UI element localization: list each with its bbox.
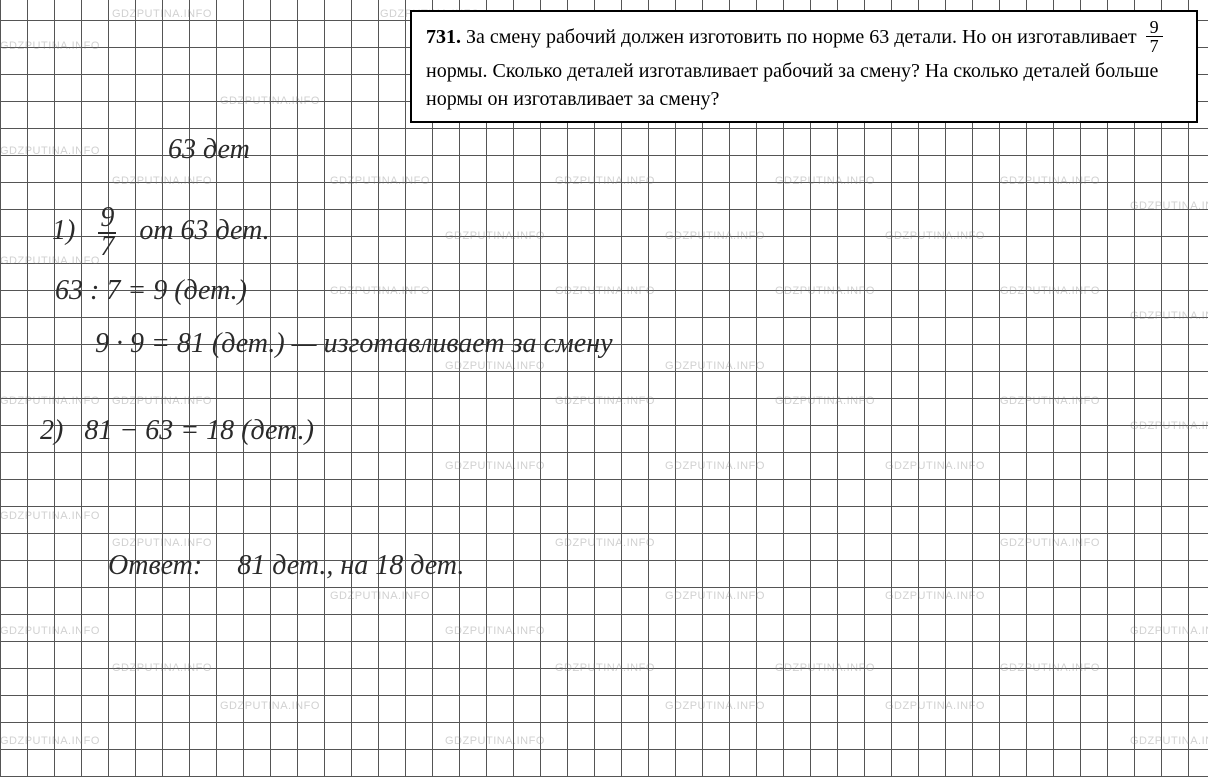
- hw-line4-text: 81 − 63 = 18 (дет.): [84, 415, 314, 446]
- problem-text-before: За смену рабочий должен изготовить по но…: [466, 26, 1137, 48]
- hw-line1: 1) 9 7 от 63 дет.: [52, 205, 270, 260]
- hw-line1-label: 1): [52, 215, 75, 246]
- hw-line2: 63 : 7 = 9 (дет.): [55, 275, 247, 307]
- hw-given: 63 дет: [168, 134, 250, 166]
- hw-line1-text: от 63 дет.: [139, 215, 269, 246]
- hw-answer-text: 81 дет., на 18 дет.: [237, 550, 464, 581]
- hw-answer-label: Ответ:: [108, 550, 202, 581]
- hw-line4-label: 2): [40, 415, 63, 446]
- problem-box: 731. За смену рабочий должен изготовить …: [410, 10, 1198, 123]
- hw-fraction-num: 9: [98, 205, 116, 234]
- problem-number: 731.: [426, 26, 461, 48]
- hw-fraction: 9 7: [98, 205, 116, 260]
- hw-answer: Ответ: 81 дет., на 18 дет.: [108, 550, 464, 582]
- fraction-denominator: 7: [1146, 37, 1163, 55]
- problem-text-after: нормы. Сколько деталей изготавливает раб…: [426, 60, 1158, 110]
- fraction-numerator: 9: [1146, 18, 1163, 37]
- hw-line3: 9 · 9 = 81 (дет.) — изготавливает за сме…: [95, 328, 613, 360]
- hw-line4: 2) 81 − 63 = 18 (дет.): [40, 415, 314, 447]
- hw-fraction-den: 7: [98, 234, 116, 261]
- problem-fraction: 9 7: [1146, 18, 1163, 55]
